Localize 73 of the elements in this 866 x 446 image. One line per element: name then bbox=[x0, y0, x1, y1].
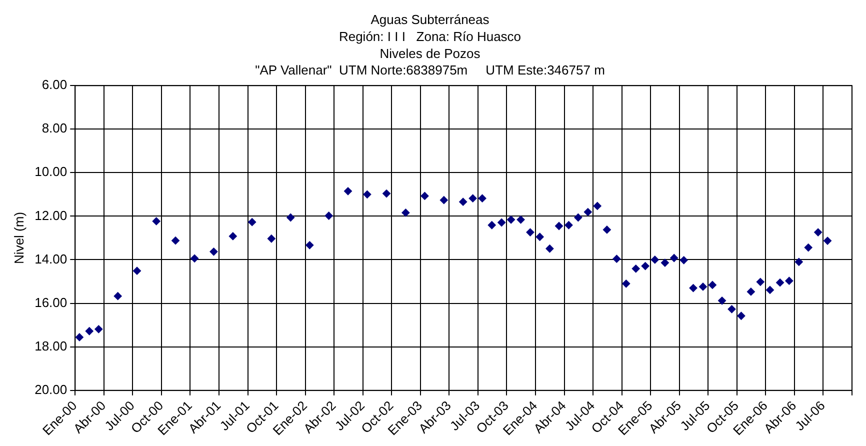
point bbox=[506, 215, 516, 224]
point bbox=[737, 312, 746, 320]
y-tick-label: 14.00 bbox=[34, 251, 68, 266]
y-axis-title: Nivel (m) bbox=[11, 212, 26, 264]
point bbox=[152, 217, 161, 226]
point bbox=[382, 189, 391, 198]
point bbox=[756, 278, 765, 286]
y-tick-label: 16.00 bbox=[34, 294, 68, 310]
point bbox=[804, 243, 813, 252]
point bbox=[497, 218, 506, 227]
point bbox=[210, 247, 218, 256]
point bbox=[440, 196, 448, 204]
point bbox=[94, 324, 103, 334]
point bbox=[478, 194, 486, 203]
point bbox=[420, 192, 429, 200]
point bbox=[728, 304, 736, 314]
point bbox=[632, 264, 640, 273]
point bbox=[650, 256, 660, 264]
point bbox=[305, 240, 314, 250]
point bbox=[766, 286, 774, 294]
point bbox=[228, 232, 238, 240]
point bbox=[776, 278, 784, 287]
point bbox=[344, 186, 352, 196]
point bbox=[132, 266, 142, 276]
point bbox=[267, 234, 276, 243]
point bbox=[574, 213, 582, 222]
point bbox=[670, 254, 678, 262]
point bbox=[698, 282, 708, 291]
point bbox=[680, 256, 688, 264]
point bbox=[526, 228, 534, 237]
point bbox=[85, 326, 94, 336]
text: Niveles de Pozos bbox=[380, 46, 480, 61]
point bbox=[718, 296, 726, 305]
point bbox=[564, 220, 573, 230]
point bbox=[689, 284, 698, 292]
point bbox=[584, 208, 592, 216]
point bbox=[746, 288, 756, 296]
y-tick-label: 20.00 bbox=[34, 382, 68, 397]
point bbox=[190, 254, 199, 263]
point bbox=[602, 225, 612, 234]
y-tick-label: 10.00 bbox=[34, 164, 68, 180]
point bbox=[708, 280, 717, 290]
y-tick-label: 6.00 bbox=[42, 77, 68, 92]
y-tick-label: 12.00 bbox=[34, 208, 68, 223]
point bbox=[114, 292, 122, 300]
text: Región: I I I Zona: Río Huasco bbox=[338, 28, 522, 44]
text: Aguas Subterráneas bbox=[370, 12, 490, 28]
point bbox=[794, 258, 804, 266]
point bbox=[784, 276, 794, 286]
point bbox=[286, 213, 295, 222]
point bbox=[516, 215, 525, 224]
point bbox=[75, 333, 84, 342]
point bbox=[660, 258, 670, 267]
point bbox=[488, 220, 496, 230]
point bbox=[612, 254, 621, 264]
point bbox=[248, 218, 256, 226]
point bbox=[546, 244, 554, 253]
point bbox=[362, 190, 372, 199]
point bbox=[536, 232, 544, 242]
point bbox=[324, 212, 334, 220]
y-tick-label: 8.00 bbox=[42, 120, 68, 136]
point bbox=[554, 222, 564, 230]
point bbox=[823, 236, 832, 245]
point bbox=[171, 236, 180, 245]
point bbox=[468, 194, 478, 203]
point bbox=[814, 228, 822, 237]
point bbox=[593, 202, 602, 210]
point bbox=[458, 198, 468, 206]
point bbox=[641, 262, 650, 270]
point bbox=[622, 279, 630, 288]
point bbox=[401, 208, 410, 217]
text: "AP Vallenar" UTM Norte:6838975m UTM Este:346757 m bbox=[255, 62, 605, 78]
y-tick-label: 18.00 bbox=[34, 338, 68, 354]
